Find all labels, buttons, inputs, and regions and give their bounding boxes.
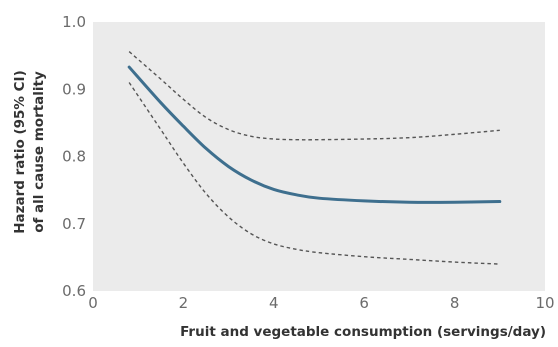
x-tick-label: 0 <box>88 294 98 312</box>
y-axis-title: Hazard ratio (95% CI) of all cause morta… <box>12 70 47 234</box>
x-tick-label: 2 <box>179 294 189 312</box>
x-tick-label: 8 <box>450 294 460 312</box>
y-axis-title-line-1: Hazard ratio (95% CI) <box>12 70 28 234</box>
upper-ci-dashed-line <box>128 51 500 141</box>
y-axis-title-line-2: of all cause mortality <box>31 71 47 233</box>
x-tick-label: 4 <box>269 294 279 312</box>
y-tick-label: 0.6 <box>62 282 86 300</box>
y-axis-ticks: 1.0 0.9 0.8 0.7 0.6 <box>62 13 86 300</box>
x-tick-label: 6 <box>359 294 369 312</box>
estimate-line <box>127 65 502 204</box>
y-tick-label: 0.7 <box>62 215 86 233</box>
series-layer <box>127 51 502 265</box>
y-tick-label: 1.0 <box>62 13 86 31</box>
y-tick-label: 0.9 <box>62 80 86 98</box>
y-tick-label: 0.8 <box>62 148 86 166</box>
x-axis-title: Fruit and vegetable consumption (serving… <box>180 324 546 340</box>
x-tick-label: 10 <box>535 294 554 312</box>
x-axis-ticks: 0 2 4 6 8 10 <box>88 294 554 312</box>
plot-area-background <box>93 22 545 291</box>
